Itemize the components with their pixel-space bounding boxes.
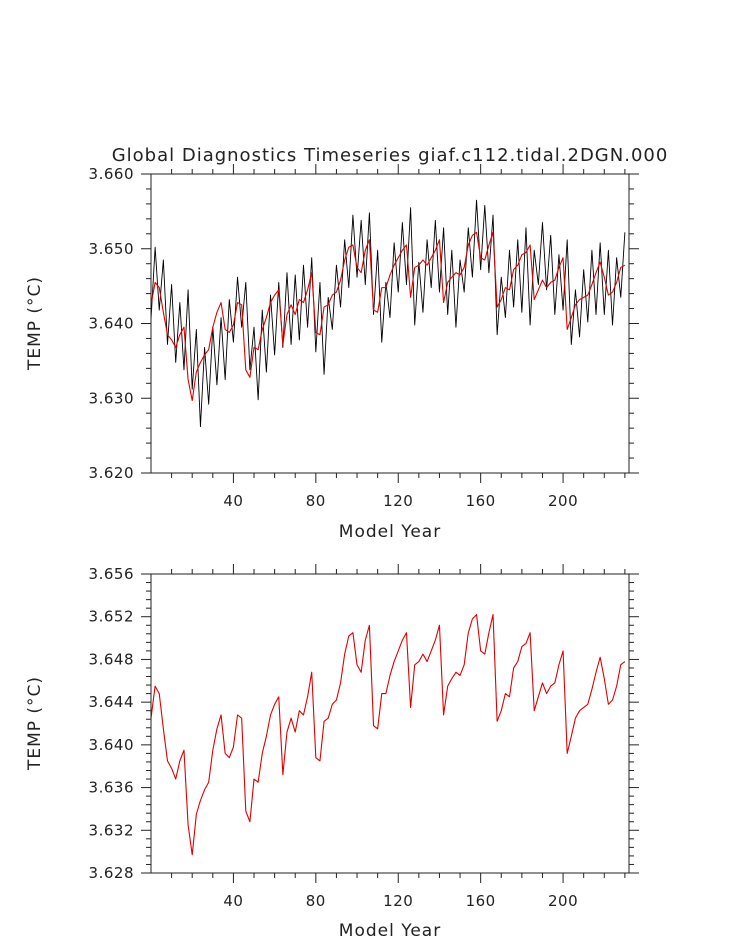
top-x-axis-title: Model Year: [339, 522, 441, 542]
top-series-layer: [150, 199, 626, 428]
top-series-annual-mean-line: [150, 231, 626, 402]
bottom-x-axis-title: Model Year: [339, 921, 441, 941]
top-chart: Global Diagnostics Timeseries giaf.c112.…: [25, 145, 669, 542]
bottom-y-tick-label: 3.652: [89, 608, 134, 626]
bottom-y-tick-label: 3.628: [89, 864, 134, 882]
bottom-y-tick-label: 3.644: [89, 693, 134, 711]
top-y-axis-title: TEMP (°C): [25, 276, 45, 371]
bottom-series-annual-mean-line: [150, 614, 626, 856]
top-axis-layer: 40 80 120 160 200 3.620 3.630 3.640 3.650 3.660: [89, 164, 639, 510]
bottom-y-axis-title: TEMP (°C): [25, 676, 45, 771]
top-y-tick-label: 3.640: [89, 315, 134, 333]
bottom-x-tick-label: 160: [466, 892, 496, 910]
top-x-tick-label: 120: [383, 492, 413, 510]
bottom-y-tick-label: 3.636: [89, 779, 134, 797]
bottom-x-tick-label: 80: [306, 892, 326, 910]
bottom-chart: 40 80 120 160 200 3.628 3.632 3.636 3.640 3.644 3.…: [25, 564, 639, 941]
bottom-x-tick-label: 120: [383, 892, 413, 910]
top-y-tick-label: 3.620: [89, 464, 134, 482]
bottom-plot-frame: [150, 573, 630, 874]
top-x-tick-label: 200: [548, 492, 578, 510]
top-y-tick-label: 3.650: [89, 240, 134, 258]
top-x-tick-label: 40: [223, 492, 243, 510]
bottom-x-tick-label: 40: [223, 892, 243, 910]
top-plot-frame: [150, 173, 630, 474]
bottom-y-tick-label: 3.656: [89, 565, 134, 583]
top-x-tick-label: 80: [306, 492, 326, 510]
bottom-x-tick-label: 200: [548, 892, 578, 910]
chart-title: Global Diagnostics Timeseries giaf.c112.…: [112, 145, 669, 166]
bottom-y-tick-label: 3.640: [89, 736, 134, 754]
bottom-y-tick-label: 3.632: [89, 821, 134, 839]
bottom-axis-layer: 40 80 120 160 200 3.628 3.632 3.636 3.640 3.644 3.…: [89, 564, 639, 910]
bottom-y-tick-label: 3.648: [89, 650, 134, 668]
bottom-series-layer: [150, 614, 626, 856]
top-series-monthly-line: [150, 199, 626, 428]
top-y-tick-label: 3.660: [89, 165, 134, 183]
top-x-tick-label: 160: [466, 492, 496, 510]
top-y-tick-label: 3.630: [89, 389, 134, 407]
